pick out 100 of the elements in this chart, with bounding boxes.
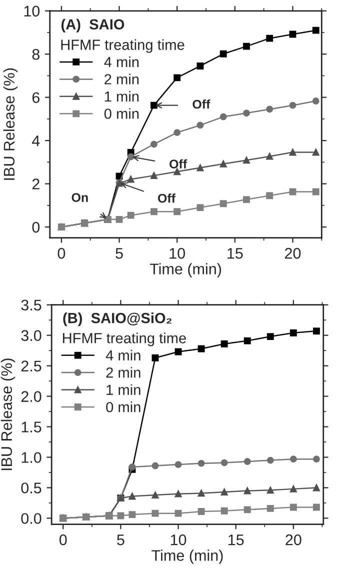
point (220, 200, 227, 208)
y-tick-label: 0 (32, 222, 40, 233)
point (244, 458, 251, 465)
point (174, 510, 182, 517)
x-axis-title: Time (min) (152, 550, 223, 564)
point (127, 153, 134, 160)
y-tick-label: 10 (24, 6, 40, 17)
legend-label: 4 min (106, 350, 140, 360)
point (266, 152, 274, 160)
point (290, 329, 297, 336)
y-tick-label: 2.5 (21, 360, 42, 372)
point (220, 113, 227, 120)
point (290, 456, 297, 463)
y-tick-label: 8 (32, 48, 40, 60)
point (174, 168, 181, 176)
point (196, 62, 204, 70)
x-tick-label: 20 (285, 248, 301, 259)
x-tick-label: 0 (58, 248, 66, 259)
x-tick-label: 20 (286, 534, 302, 546)
point (289, 30, 296, 38)
point (312, 26, 320, 34)
point (289, 188, 296, 196)
legend-title: HFMF treating time (61, 39, 184, 53)
point (220, 160, 227, 168)
point (312, 504, 320, 511)
x-tick-label: 5 (117, 534, 124, 546)
point (174, 74, 181, 82)
point (116, 216, 123, 223)
legend-label: 0 min (106, 402, 140, 412)
x-tick-label: 10 (170, 248, 185, 259)
point (152, 510, 159, 517)
legend-label: 1 min (106, 384, 140, 395)
x-tick-label: 15 (228, 248, 243, 259)
point (174, 129, 181, 136)
point (128, 464, 136, 470)
point (312, 456, 320, 463)
point (117, 512, 124, 520)
legend-label: 1 min (104, 90, 139, 102)
point (289, 102, 296, 109)
x-tick-label: 0 (59, 534, 67, 546)
annotation: Off (158, 194, 176, 203)
point (312, 188, 320, 196)
point (312, 328, 320, 335)
text: (A) SAIO (61, 18, 124, 32)
y-axis-title: IBU Release (%) (3, 68, 18, 180)
point (174, 461, 182, 468)
x-axis-title: Time (min) (150, 263, 222, 278)
point (243, 156, 250, 164)
chart-title: (B) SAIO@SiO₂ (63, 312, 172, 326)
point (266, 106, 274, 113)
point (196, 164, 204, 172)
point (127, 176, 134, 183)
point (220, 488, 228, 496)
point (312, 148, 320, 156)
point (220, 340, 228, 348)
point (312, 484, 320, 492)
annotation: On (72, 193, 88, 202)
point (150, 140, 158, 148)
point (174, 348, 182, 356)
point (152, 354, 159, 362)
point (244, 337, 251, 344)
point (220, 50, 227, 58)
y-tick-label: 1.0 (22, 452, 42, 463)
point (312, 98, 320, 104)
point (150, 208, 158, 216)
point (152, 462, 159, 470)
y-tick-label: 3.0 (21, 330, 42, 342)
point (266, 456, 274, 464)
legend-label: 4 min (104, 56, 139, 68)
point (150, 172, 158, 180)
point (243, 110, 250, 117)
point (266, 192, 274, 200)
y-tick-label: 2.0 (21, 391, 42, 402)
point (220, 459, 228, 466)
point (244, 487, 251, 494)
point (289, 148, 296, 156)
point (266, 333, 274, 340)
point (266, 486, 274, 494)
point (220, 507, 228, 514)
annotation: Off (170, 159, 188, 168)
x-tick-label: 5 (116, 248, 123, 259)
y-tick-label: 0.0 (21, 513, 42, 524)
legend-label: 2 min (104, 74, 139, 84)
x-tick-label: 15 (228, 534, 244, 546)
y-tick-label: 4 (32, 136, 40, 146)
point (290, 485, 297, 492)
y-tick-label: 3.5 (21, 300, 42, 311)
point (196, 204, 204, 212)
point (128, 511, 136, 518)
point (174, 208, 181, 216)
point (244, 506, 251, 514)
y-tick-label: 2 (32, 178, 40, 190)
point (196, 122, 204, 129)
point (127, 212, 134, 219)
point (150, 102, 158, 109)
annotation: Off (192, 100, 210, 109)
y-axis-title: IBU Release (%) (0, 358, 16, 470)
legend-label: 0 min (104, 108, 139, 119)
legend-label: 2 min (106, 367, 140, 378)
point (198, 490, 205, 497)
